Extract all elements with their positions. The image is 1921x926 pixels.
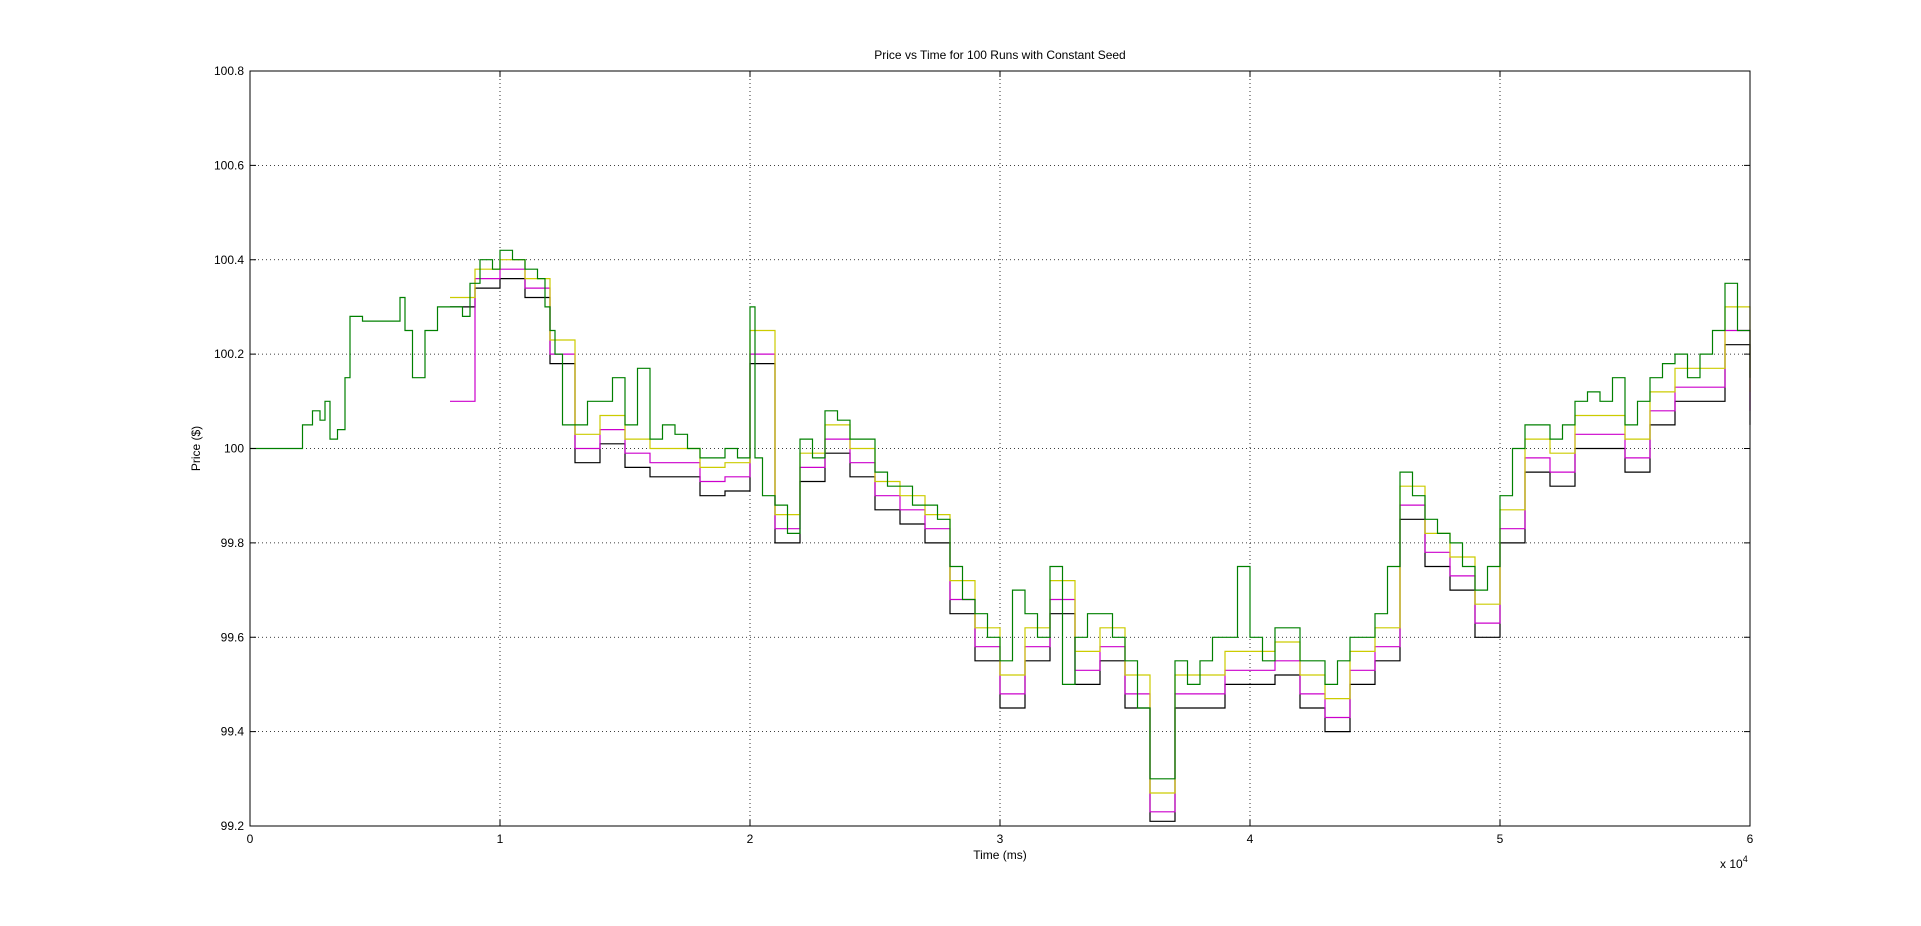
x-axis-label: Time (ms) [973,848,1027,862]
x-tick-label: 3 [997,832,1004,846]
y-tick-label: 99.6 [221,630,245,644]
y-tick-label: 100.2 [214,347,244,361]
series-layer [250,249,1751,822]
y-tick-label: 100.8 [214,64,244,78]
x-tick-label: 2 [747,832,754,846]
y-tick-label: 100.6 [214,158,244,172]
x-tick-label: 1 [497,832,504,846]
chart-title: Price vs Time for 100 Runs with Constant… [874,48,1125,62]
y-tick-label: 100.4 [214,253,244,267]
x-tick-label: 4 [1247,832,1254,846]
x-scale-note: x 104 [1720,854,1748,871]
x-tick-label: 5 [1497,832,1504,846]
y-tick-label: 99.4 [221,725,245,739]
x-scale-exponent: 4 [1743,854,1748,864]
axis-ticks: 0 1 2 3 4 5 6 99.2 99.4 99.6 99.8 100 100.2 100.4 100.… [214,64,1754,846]
y-tick-label: 100 [224,442,244,456]
x-scale-prefix: x 10 [1720,857,1743,871]
series-line [450,259,1751,794]
y-tick-label: 99.2 [221,819,245,833]
y-tick-label: 99.8 [221,536,245,550]
x-tick-label: 0 [247,832,254,846]
y-axis-label: Price ($) [189,426,203,471]
series-line [250,249,1751,780]
x-tick-label: 6 [1747,832,1754,846]
